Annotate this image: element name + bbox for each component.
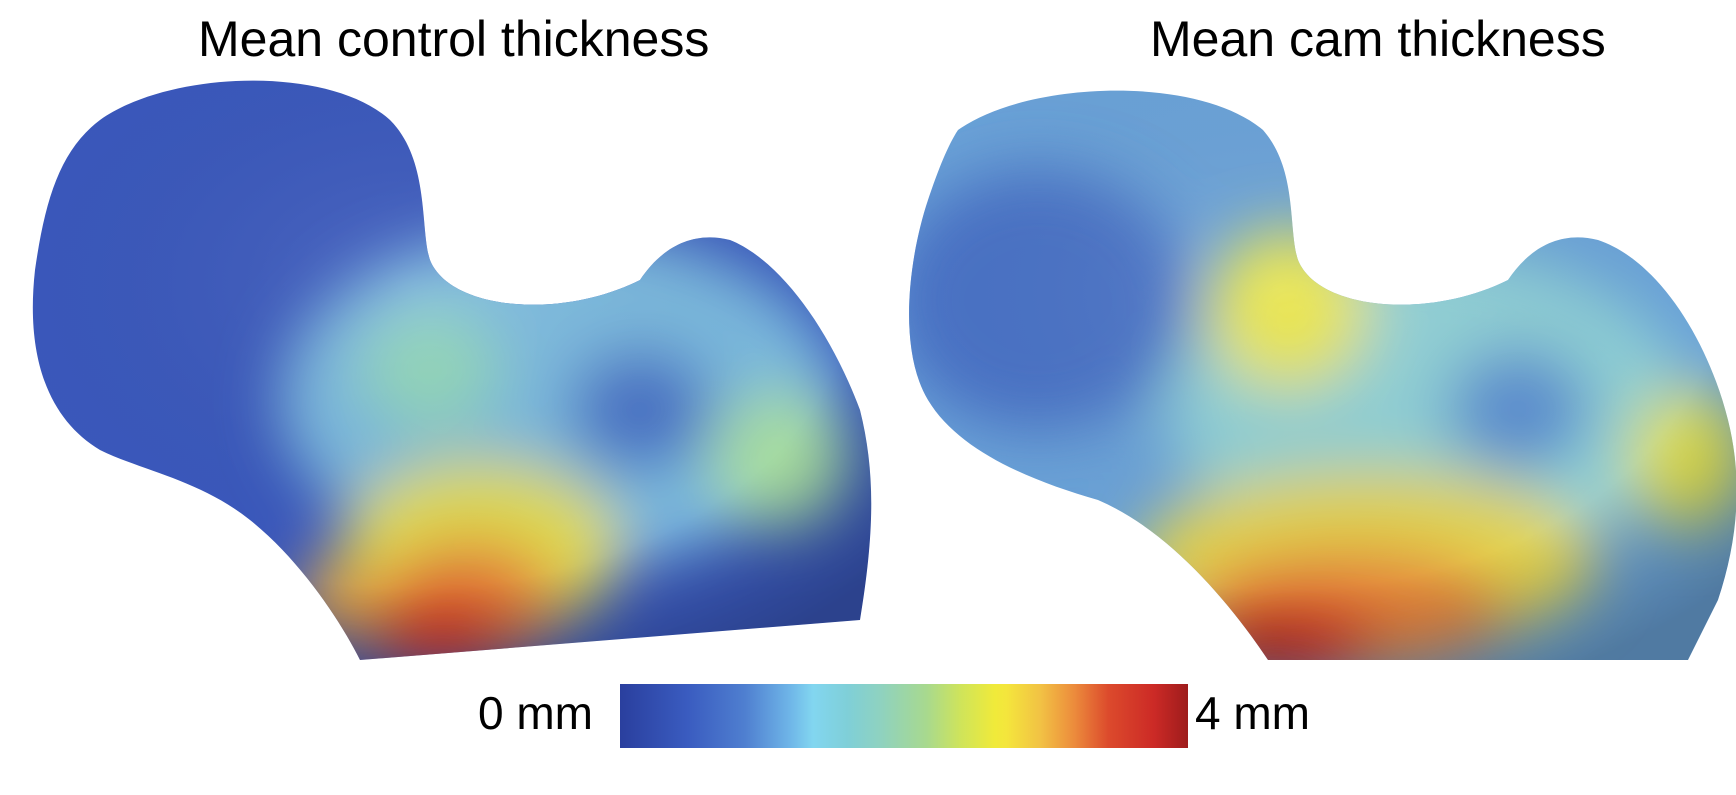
thickness-colorbar: [620, 684, 1188, 748]
colorbar-min-label: 0 mm: [478, 687, 593, 739]
control-femur-render: [32, 80, 872, 660]
control-title: Mean control thickness: [198, 11, 710, 67]
cam-femur-render: [909, 90, 1736, 660]
cam-title: Mean cam thickness: [1150, 11, 1606, 67]
colorbar-max-label: 4 mm: [1195, 687, 1310, 739]
